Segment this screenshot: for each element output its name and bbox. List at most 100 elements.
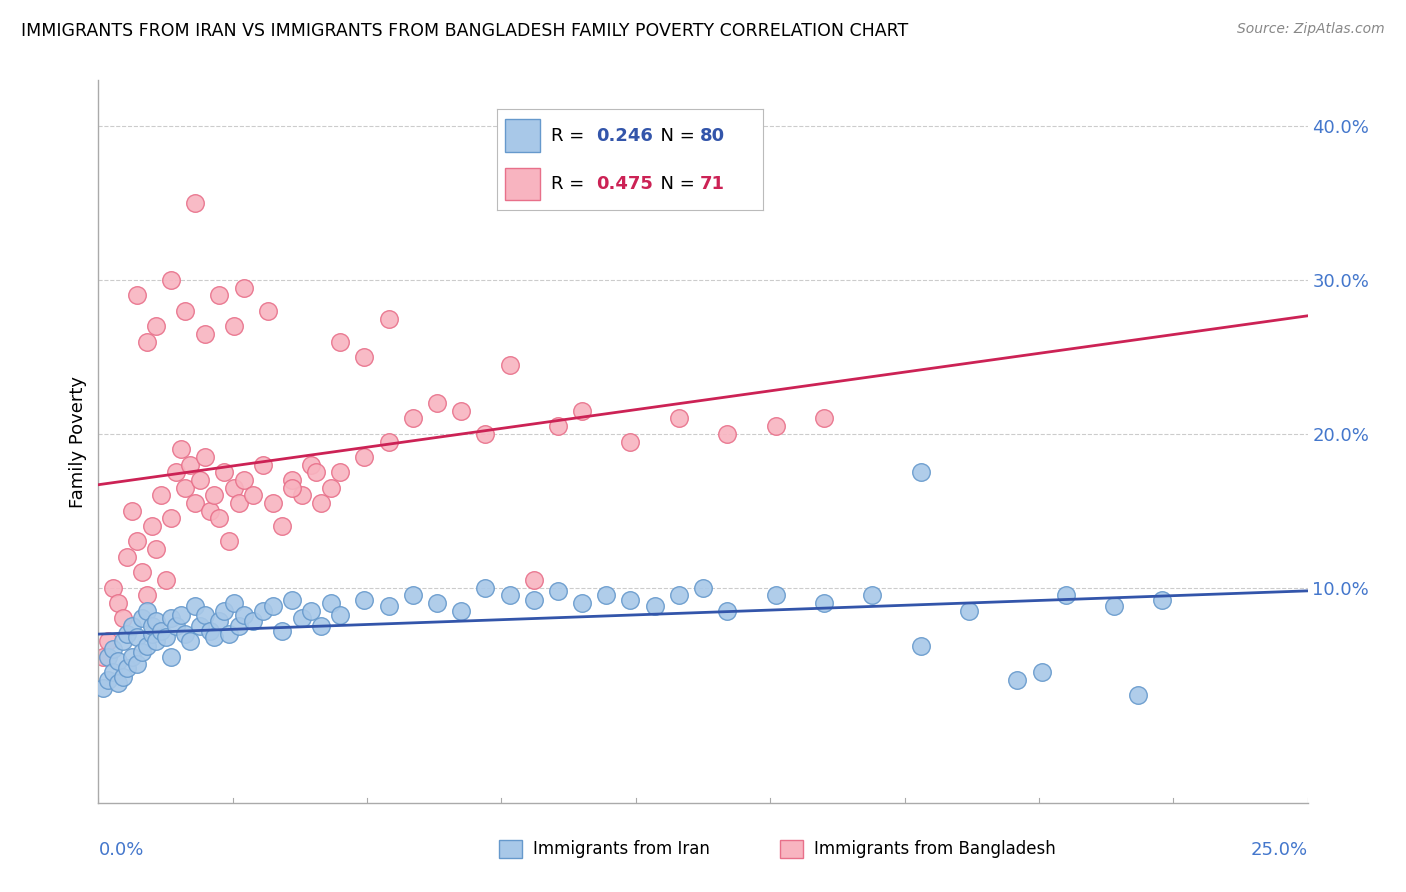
Point <box>668 411 690 425</box>
Point <box>329 334 352 349</box>
Point <box>218 626 240 640</box>
Point <box>309 619 332 633</box>
Point <box>644 599 666 613</box>
Point <box>299 458 322 472</box>
Point <box>353 350 375 364</box>
Point <box>668 588 690 602</box>
Text: Immigrants from Iran: Immigrants from Iran <box>533 840 710 858</box>
Point <box>188 619 211 633</box>
Point <box>426 396 449 410</box>
Point <box>131 565 153 579</box>
Point <box>111 670 134 684</box>
Point <box>169 608 191 623</box>
Point <box>160 649 183 664</box>
Text: Immigrants from Bangladesh: Immigrants from Bangladesh <box>814 840 1056 858</box>
Point <box>426 596 449 610</box>
Point <box>145 542 167 557</box>
Point <box>860 588 883 602</box>
Point <box>165 465 187 479</box>
Point <box>281 481 304 495</box>
Point <box>957 604 980 618</box>
Point <box>194 326 217 341</box>
Point <box>121 619 143 633</box>
Point <box>135 588 157 602</box>
Point <box>813 411 835 425</box>
Point <box>141 626 163 640</box>
Point <box>222 481 245 495</box>
Text: Source: ZipAtlas.com: Source: ZipAtlas.com <box>1237 22 1385 37</box>
Point <box>910 639 932 653</box>
Point <box>692 581 714 595</box>
Point <box>319 596 342 610</box>
Point <box>194 608 217 623</box>
Point <box>111 634 134 648</box>
Point <box>131 645 153 659</box>
Point <box>188 473 211 487</box>
Point <box>402 411 425 425</box>
Point <box>474 426 496 441</box>
Point <box>498 588 520 602</box>
Point <box>117 626 139 640</box>
Point <box>232 473 254 487</box>
Point <box>290 611 312 625</box>
Point <box>402 588 425 602</box>
Point <box>1031 665 1053 680</box>
Point <box>547 583 569 598</box>
Point <box>208 511 231 525</box>
Point <box>252 604 274 618</box>
Point <box>141 619 163 633</box>
Point <box>101 665 124 680</box>
Point <box>222 319 245 334</box>
Point <box>145 319 167 334</box>
Y-axis label: Family Poverty: Family Poverty <box>69 376 87 508</box>
Point <box>228 619 250 633</box>
Point <box>222 596 245 610</box>
Point <box>571 596 593 610</box>
Point <box>184 599 207 613</box>
Point <box>299 604 322 618</box>
Point <box>212 465 235 479</box>
Point <box>174 304 197 318</box>
Point <box>160 611 183 625</box>
Point <box>194 450 217 464</box>
Point <box>155 573 177 587</box>
Point <box>765 419 787 434</box>
Point <box>160 511 183 525</box>
Point <box>271 519 294 533</box>
Point <box>377 599 399 613</box>
Point <box>1007 673 1029 687</box>
Point <box>121 649 143 664</box>
Point <box>716 426 738 441</box>
Point <box>290 488 312 502</box>
Point <box>619 434 641 449</box>
Point <box>150 488 173 502</box>
Point <box>155 630 177 644</box>
Point <box>523 593 546 607</box>
Point <box>101 581 124 595</box>
Point <box>813 596 835 610</box>
Text: 25.0%: 25.0% <box>1250 841 1308 859</box>
Point <box>271 624 294 638</box>
Point <box>145 615 167 629</box>
Point <box>218 534 240 549</box>
Point <box>910 465 932 479</box>
Point <box>353 450 375 464</box>
Point <box>329 608 352 623</box>
Point <box>619 593 641 607</box>
Point <box>595 588 617 602</box>
Point <box>179 634 201 648</box>
Point <box>377 311 399 326</box>
Point <box>1128 688 1150 702</box>
Point <box>135 334 157 349</box>
Point <box>262 599 284 613</box>
Text: IMMIGRANTS FROM IRAN VS IMMIGRANTS FROM BANGLADESH FAMILY POVERTY CORRELATION CH: IMMIGRANTS FROM IRAN VS IMMIGRANTS FROM … <box>21 22 908 40</box>
Point <box>305 465 328 479</box>
Point <box>91 649 114 664</box>
Point <box>117 660 139 674</box>
Point <box>127 657 149 672</box>
Point <box>184 496 207 510</box>
Point <box>547 419 569 434</box>
Point <box>135 604 157 618</box>
Point <box>1102 599 1125 613</box>
Point <box>117 549 139 564</box>
